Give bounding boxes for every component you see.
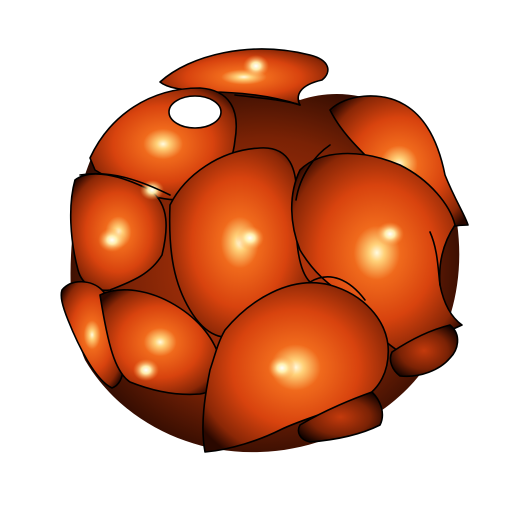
highlight: [376, 222, 404, 246]
surface-hole: [168, 95, 222, 129]
crease-line: [429, 231, 441, 286]
right-middle-lobe: [290, 152, 463, 353]
crease-line: [79, 172, 171, 196]
highlight: [236, 226, 264, 250]
crease-line: [309, 276, 366, 301]
highlight: [268, 356, 296, 380]
highlight: [133, 359, 159, 381]
crease-line: [295, 144, 331, 201]
crease-line: [234, 94, 301, 106]
highlight: [98, 228, 126, 252]
highlight: [243, 55, 269, 77]
lower-right-wing: [389, 324, 459, 378]
bottom-flap: [297, 391, 384, 443]
